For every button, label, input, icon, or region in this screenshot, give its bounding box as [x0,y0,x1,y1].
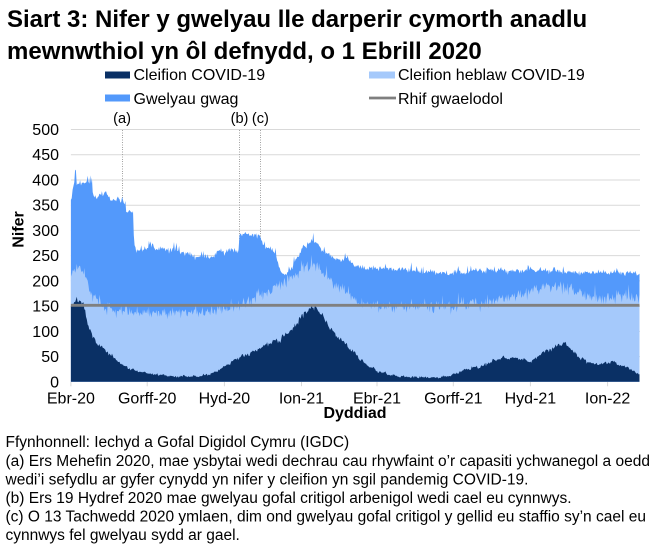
svg-text:Rhif gwaelodol: Rhif gwaelodol [398,91,503,108]
svg-text:Ebr-20: Ebr-20 [47,391,95,408]
svg-text:(a) Ers Mehefin 2020, mae ysby: (a) Ers Mehefin 2020, mae ysbytai wedi d… [6,453,650,470]
svg-text:Ion-21: Ion-21 [279,391,324,408]
svg-text:(a): (a) [113,111,131,127]
svg-text:wedi’i sefydlu ar gyfer cynydd: wedi’i sefydlu ar gyfer cynydd yn nifer … [5,472,529,489]
svg-text:(b): (b) [231,111,249,127]
svg-text:350: 350 [32,198,59,215]
svg-text:Ffynhonnell: Iechyd a Gofal Di: Ffynhonnell: Iechyd a Gofal Digidol Cymr… [6,434,350,451]
svg-text:Ion-22: Ion-22 [585,391,630,408]
svg-text:(b) Ers 19 Hydref 2020 mae gwe: (b) Ers 19 Hydref 2020 mae gwelyau gofal… [6,490,572,507]
svg-text:Cleifion COVID-19: Cleifion COVID-19 [134,67,266,84]
svg-text:Siart 3: Nifer y gwelyau lle d: Siart 3: Nifer y gwelyau lle darperir cy… [7,6,587,33]
svg-text:Hyd-20: Hyd-20 [199,391,251,408]
svg-text:(c): (c) [252,111,269,127]
svg-text:Hyd-21: Hyd-21 [505,391,557,408]
svg-text:250: 250 [32,248,59,265]
svg-text:Gorff-20: Gorff-20 [118,391,177,408]
svg-text:cynnwys fel gwelyau sydd ar ga: cynnwys fel gwelyau sydd ar gael. [6,527,240,544]
svg-text:50: 50 [41,349,59,366]
svg-text:Gwelyau gwag: Gwelyau gwag [134,91,239,108]
svg-text:100: 100 [32,324,59,341]
svg-text:(c) O 13 Tachwedd 2020 ymlaen,: (c) O 13 Tachwedd 2020 ymlaen, dim ond g… [6,509,646,526]
svg-text:450: 450 [32,147,59,164]
svg-text:200: 200 [32,273,59,290]
svg-text:mewnwthiol yn ôl defnydd, o 1: mewnwthiol yn ôl defnydd, o 1 Ebrill 202… [7,38,482,65]
svg-text:Ebr-21: Ebr-21 [353,391,401,408]
svg-text:400: 400 [32,172,59,189]
svg-text:Nifer: Nifer [11,211,28,247]
svg-text:500: 500 [32,122,59,139]
svg-text:150: 150 [32,299,59,316]
svg-text:0: 0 [50,374,59,391]
svg-text:Gorff-21: Gorff-21 [424,391,483,408]
svg-text:Dyddiad: Dyddiad [323,405,386,422]
svg-text:Cleifion heblaw COVID-19: Cleifion heblaw COVID-19 [398,67,585,84]
svg-text:300: 300 [32,223,59,240]
